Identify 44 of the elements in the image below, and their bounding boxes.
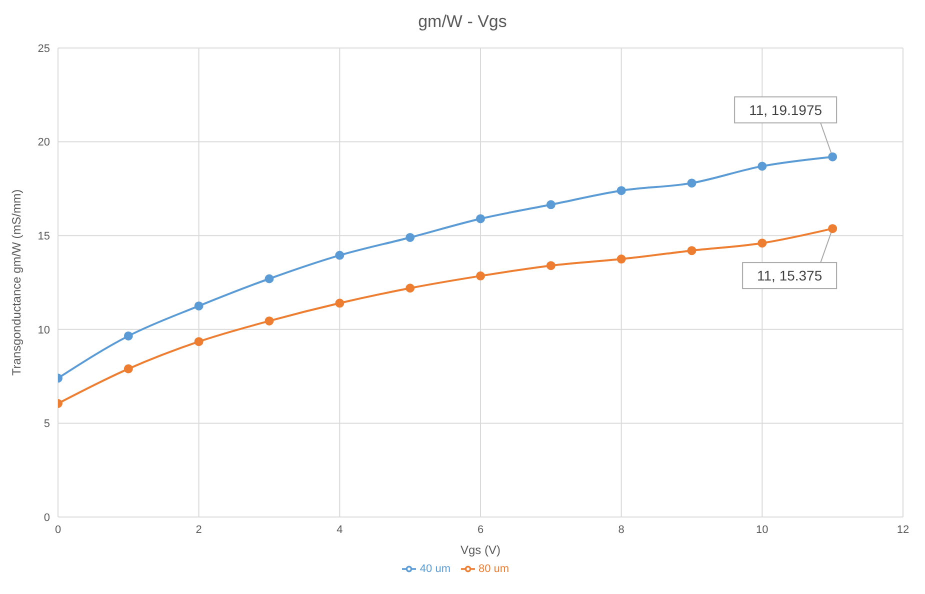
y-tick-label: 10 bbox=[38, 324, 50, 336]
x-axis-title: Vgs (V) bbox=[460, 543, 501, 557]
point bbox=[406, 284, 415, 293]
point bbox=[406, 232, 415, 242]
x-tick-label: 12 bbox=[896, 524, 910, 536]
x-tick-label: 6 bbox=[477, 524, 484, 536]
point bbox=[546, 200, 556, 210]
point bbox=[758, 238, 767, 248]
y-axis-title: Transgonductance gm/W (mS/mm) bbox=[9, 189, 24, 376]
point bbox=[124, 331, 133, 340]
y-tick-label: 15 bbox=[38, 230, 50, 243]
annotation: 11, 15.375 bbox=[757, 268, 822, 284]
y-tick-label: 20 bbox=[38, 136, 50, 149]
point bbox=[828, 152, 838, 162]
point bbox=[546, 261, 556, 270]
point bbox=[264, 274, 274, 284]
point bbox=[124, 364, 133, 374]
legend-label: 40 um bbox=[420, 562, 450, 575]
x-tick-label: 4 bbox=[336, 524, 343, 536]
point bbox=[194, 337, 204, 346]
y-tick-label: 0 bbox=[44, 512, 50, 524]
legend-label: 80 um bbox=[478, 562, 510, 575]
point bbox=[476, 214, 485, 224]
point bbox=[616, 254, 626, 264]
x-tick-label: 8 bbox=[618, 524, 624, 536]
point bbox=[335, 298, 344, 308]
point bbox=[687, 246, 696, 256]
x-tick-label: 2 bbox=[196, 524, 202, 536]
annotation: 11, 19.1975 bbox=[749, 102, 822, 118]
chart-title: gm/W - Vgs bbox=[417, 11, 508, 33]
point bbox=[476, 271, 485, 280]
point bbox=[335, 250, 344, 260]
x-tick-label: 0 bbox=[54, 524, 62, 536]
point bbox=[828, 224, 838, 234]
point bbox=[687, 178, 696, 188]
point bbox=[194, 301, 204, 310]
point bbox=[264, 316, 274, 326]
point bbox=[616, 186, 626, 196]
y-tick-label: 25 bbox=[38, 42, 50, 55]
callout-box: 11, 15.375 bbox=[742, 228, 838, 290]
y-tick-label: 5 bbox=[44, 418, 50, 430]
callout-box: 11, 19.1975 bbox=[734, 96, 838, 158]
x-tick-label: 10 bbox=[756, 524, 768, 536]
point bbox=[758, 162, 767, 171]
